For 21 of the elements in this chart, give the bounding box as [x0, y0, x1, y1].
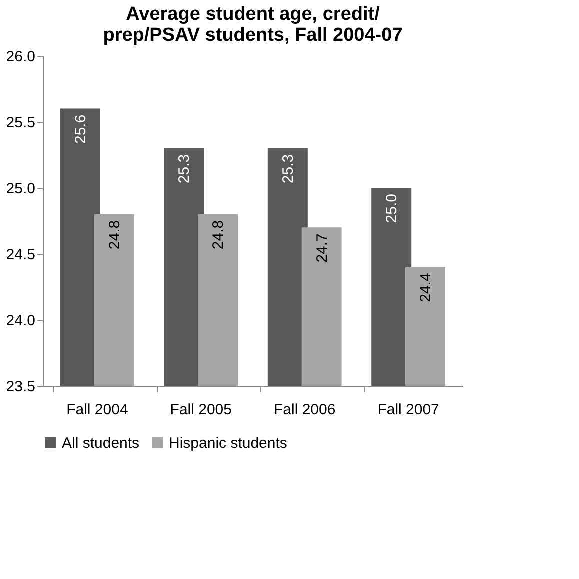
x-tick-label: Fall 2006 — [274, 402, 336, 418]
x-tick-label: Fall 2005 — [170, 402, 232, 418]
data-label: 24.7 — [314, 234, 331, 263]
x-tick-label: Fall 2007 — [378, 402, 440, 418]
legend-label: All students — [62, 434, 140, 452]
data-label: 25.3 — [176, 154, 194, 184]
data-label: 24.8 — [106, 220, 124, 250]
y-tick-label: 25.0 — [6, 180, 36, 198]
chart-title: Average student age, credit/ prep/PSAV students, Fall 2004-07 — [103, 4, 403, 46]
data-label: 25.0 — [384, 194, 401, 224]
legend-label: Hispanic students — [169, 434, 288, 452]
y-tick-label: 26.0 — [6, 48, 36, 66]
y-tick-label: 25.5 — [6, 114, 36, 132]
x-tick-label: Fall 2004 — [66, 402, 128, 418]
data-label: 24.8 — [210, 220, 228, 250]
data-label: 24.4 — [418, 273, 435, 302]
y-tick-label: 23.5 — [6, 378, 36, 396]
data-label: 25.3 — [280, 154, 297, 184]
y-tick-label: 24.0 — [6, 312, 36, 330]
y-tick-label: 24.5 — [6, 246, 36, 264]
data-label: 25.6 — [72, 114, 90, 144]
